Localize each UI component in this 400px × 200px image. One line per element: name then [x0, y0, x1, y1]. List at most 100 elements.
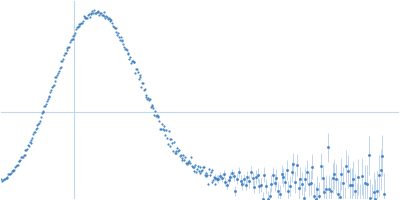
Point: [171, 141, 177, 144]
Point: [124, 49, 130, 52]
Point: [94, 10, 100, 13]
Point: [158, 128, 164, 131]
Point: [145, 96, 151, 99]
Point: [237, 179, 244, 182]
Point: [107, 19, 114, 22]
Point: [141, 89, 147, 92]
Point: [179, 156, 186, 160]
Point: [28, 141, 34, 144]
Point: [261, 173, 268, 176]
Point: [136, 76, 143, 79]
Point: [90, 11, 96, 14]
Point: [347, 184, 353, 187]
Point: [331, 172, 338, 175]
Point: [300, 197, 307, 200]
Point: [135, 70, 141, 74]
Point: [22, 153, 28, 156]
Point: [354, 199, 360, 200]
Point: [318, 165, 324, 168]
Point: [42, 104, 48, 107]
Point: [157, 128, 163, 131]
Point: [362, 182, 368, 185]
Point: [8, 170, 15, 173]
Point: [60, 57, 66, 60]
Point: [130, 59, 136, 63]
Point: [381, 192, 387, 195]
Point: [94, 9, 101, 12]
Point: [50, 84, 56, 88]
Point: [91, 8, 97, 11]
Point: [54, 74, 60, 77]
Point: [62, 51, 68, 54]
Point: [195, 165, 201, 168]
Point: [196, 169, 202, 172]
Point: [72, 31, 78, 35]
Point: [199, 169, 205, 172]
Point: [265, 197, 271, 200]
Point: [239, 183, 246, 186]
Point: [160, 124, 167, 127]
Point: [166, 145, 173, 148]
Point: [92, 12, 98, 15]
Point: [208, 180, 215, 184]
Point: [297, 177, 304, 180]
Point: [242, 183, 249, 186]
Point: [138, 85, 144, 88]
Point: [23, 148, 30, 151]
Point: [336, 195, 343, 198]
Point: [251, 185, 258, 188]
Point: [131, 61, 138, 64]
Point: [170, 149, 176, 153]
Point: [172, 151, 178, 154]
Point: [176, 148, 182, 151]
Point: [13, 165, 19, 168]
Point: [114, 34, 120, 37]
Point: [70, 37, 76, 40]
Point: [49, 85, 55, 88]
Point: [62, 51, 69, 54]
Point: [214, 177, 220, 180]
Point: [55, 72, 61, 75]
Point: [348, 184, 355, 187]
Point: [268, 182, 274, 185]
Point: [32, 130, 38, 133]
Point: [311, 194, 317, 197]
Point: [177, 154, 183, 157]
Point: [340, 181, 346, 184]
Point: [12, 165, 18, 169]
Point: [7, 173, 13, 176]
Point: [377, 168, 384, 171]
Point: [84, 16, 90, 19]
Point: [16, 160, 22, 163]
Point: [126, 57, 132, 60]
Point: [205, 183, 211, 186]
Point: [350, 177, 356, 180]
Point: [219, 177, 225, 180]
Point: [16, 160, 23, 163]
Point: [64, 46, 71, 49]
Point: [333, 178, 339, 181]
Point: [151, 114, 157, 117]
Point: [167, 137, 174, 140]
Point: [178, 154, 184, 157]
Point: [86, 15, 93, 18]
Point: [309, 165, 316, 168]
Point: [64, 48, 70, 52]
Point: [2, 176, 9, 179]
Point: [193, 170, 199, 173]
Point: [198, 170, 204, 173]
Point: [100, 10, 107, 13]
Point: [323, 188, 329, 191]
Point: [189, 165, 195, 168]
Point: [110, 24, 116, 28]
Point: [302, 178, 309, 181]
Point: [183, 161, 189, 164]
Point: [287, 184, 293, 187]
Point: [148, 105, 155, 108]
Point: [38, 111, 45, 114]
Point: [343, 165, 350, 168]
Point: [161, 129, 168, 132]
Point: [47, 90, 54, 93]
Point: [203, 171, 210, 174]
Point: [181, 158, 187, 161]
